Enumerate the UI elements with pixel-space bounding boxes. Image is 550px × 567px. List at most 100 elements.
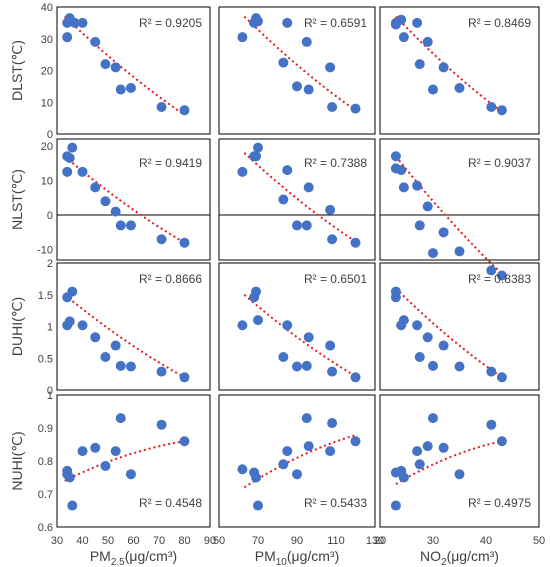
data-point	[253, 500, 263, 511]
data-point	[398, 315, 409, 326]
data-point	[390, 500, 401, 511]
data-point	[282, 165, 293, 176]
x-title-unit: (μg/cm³)	[447, 548, 499, 564]
data-point	[100, 460, 111, 471]
data-point	[251, 286, 262, 297]
data-point	[156, 366, 167, 377]
data-point	[67, 286, 78, 297]
trend-line	[243, 433, 358, 489]
data-point	[438, 442, 449, 453]
x-title-sub: 2	[441, 557, 447, 567]
data-point	[303, 84, 314, 95]
data-point	[282, 320, 293, 331]
y-tick-label: 10	[41, 97, 53, 109]
x-axis-title: PM2.5(μg/cm³)	[90, 548, 177, 567]
y-tick-label: 20	[41, 66, 53, 78]
data-point	[282, 17, 293, 28]
data-point	[100, 59, 111, 70]
y-tick-label: 0	[47, 129, 53, 141]
data-point	[292, 361, 302, 372]
data-point	[237, 320, 248, 331]
r2-label: R² = 0.9037	[468, 156, 531, 170]
data-point	[422, 441, 433, 452]
data-point	[156, 234, 167, 245]
x-tick-label: 110	[327, 535, 345, 547]
r2-label: R² = 0.8666	[139, 272, 202, 286]
x-tick-label: 40	[76, 535, 88, 547]
data-point	[237, 166, 248, 177]
trend-line	[395, 440, 503, 485]
panel-frame	[218, 394, 376, 528]
r2-label: R² = 0.5433	[304, 496, 367, 510]
x-tick-label: 70	[153, 535, 165, 547]
data-point	[325, 204, 336, 215]
x-tick-label: 80	[178, 535, 190, 547]
data-point	[237, 32, 248, 43]
panel-3-2: R² = 0.4975	[379, 394, 540, 528]
y-tick-label: 0.9	[38, 423, 53, 435]
data-point	[251, 472, 262, 483]
data-point	[67, 500, 78, 511]
data-point	[125, 469, 136, 480]
panel-2-1: R² = 0.6501	[218, 262, 376, 391]
data-point	[237, 464, 248, 475]
x-tick-label: 50	[533, 535, 545, 547]
data-point	[428, 413, 438, 424]
data-point	[486, 366, 497, 377]
panel-frame	[56, 262, 211, 391]
data-point	[396, 14, 407, 25]
data-point	[115, 220, 126, 231]
y-axis-title: DLST(℃)	[9, 40, 25, 101]
r2-label: R² = 0.4975	[468, 496, 531, 510]
data-point	[90, 36, 101, 47]
y-tick-label: 0.5	[38, 353, 53, 365]
data-point	[125, 361, 136, 372]
data-point	[156, 419, 167, 430]
y-tick-label: 1.5	[38, 290, 53, 302]
data-point	[179, 436, 190, 447]
data-point	[278, 459, 289, 470]
data-point	[414, 220, 425, 231]
data-point	[90, 332, 101, 343]
panel-2-0: R² = 0.8666	[56, 262, 211, 391]
panel-1-2: R² = 0.9037	[379, 138, 540, 281]
data-point	[90, 182, 101, 193]
data-point	[303, 182, 314, 193]
r2-label: R² = 0.7388	[304, 156, 367, 170]
data-point	[390, 151, 401, 162]
panel-frame	[218, 6, 376, 135]
data-point	[115, 413, 126, 424]
data-point	[303, 441, 314, 452]
y-axis-title: NUHI(℃)	[9, 431, 25, 490]
x-tick-label: 60	[127, 535, 139, 547]
panel-2-2: R² = 0.8383	[379, 262, 540, 391]
data-point	[412, 320, 423, 331]
data-point	[486, 419, 497, 430]
data-point	[67, 142, 78, 153]
data-point	[438, 227, 449, 238]
data-point	[428, 360, 438, 371]
data-point	[282, 446, 293, 457]
data-point	[327, 234, 338, 245]
data-point	[110, 340, 121, 351]
panel-3-1: R² = 0.5433	[218, 394, 376, 528]
x-axis-title: PM10(μg/cm³)	[255, 548, 340, 567]
data-point	[350, 436, 361, 447]
data-point	[325, 340, 336, 351]
r2-label: R² = 0.8469	[468, 16, 531, 30]
data-point	[454, 361, 465, 372]
panel-1-1: R² = 0.7388	[218, 138, 376, 261]
data-point	[110, 446, 121, 457]
data-point	[303, 332, 314, 343]
data-point	[486, 265, 497, 276]
panel-frame	[56, 6, 211, 135]
data-point	[125, 82, 136, 93]
x-tick-label: 70	[252, 535, 264, 547]
x-title-sub: 2.5	[111, 557, 125, 567]
r2-label: R² = 0.6591	[304, 16, 367, 30]
r2-label: R² = 0.8383	[468, 272, 531, 286]
trend-line	[63, 15, 186, 116]
data-point	[454, 469, 465, 480]
data-point	[100, 351, 111, 362]
data-point	[454, 82, 465, 93]
